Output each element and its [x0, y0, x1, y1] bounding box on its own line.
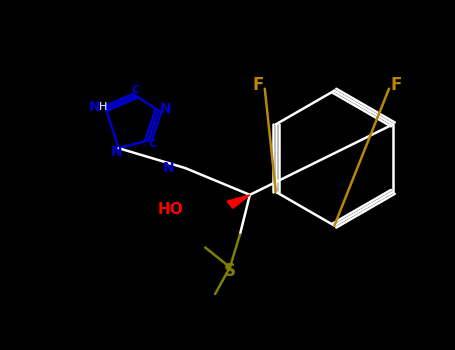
Text: N: N: [159, 102, 171, 116]
Text: S: S: [224, 262, 236, 280]
Text: C: C: [149, 139, 157, 149]
Text: H: H: [99, 102, 107, 112]
Text: N: N: [89, 100, 100, 114]
Text: HO: HO: [158, 202, 184, 217]
Polygon shape: [227, 195, 250, 208]
Text: N: N: [162, 161, 174, 175]
Text: F: F: [390, 76, 401, 94]
Text: N: N: [111, 145, 122, 159]
Text: C: C: [131, 85, 140, 96]
Text: F: F: [253, 76, 264, 94]
